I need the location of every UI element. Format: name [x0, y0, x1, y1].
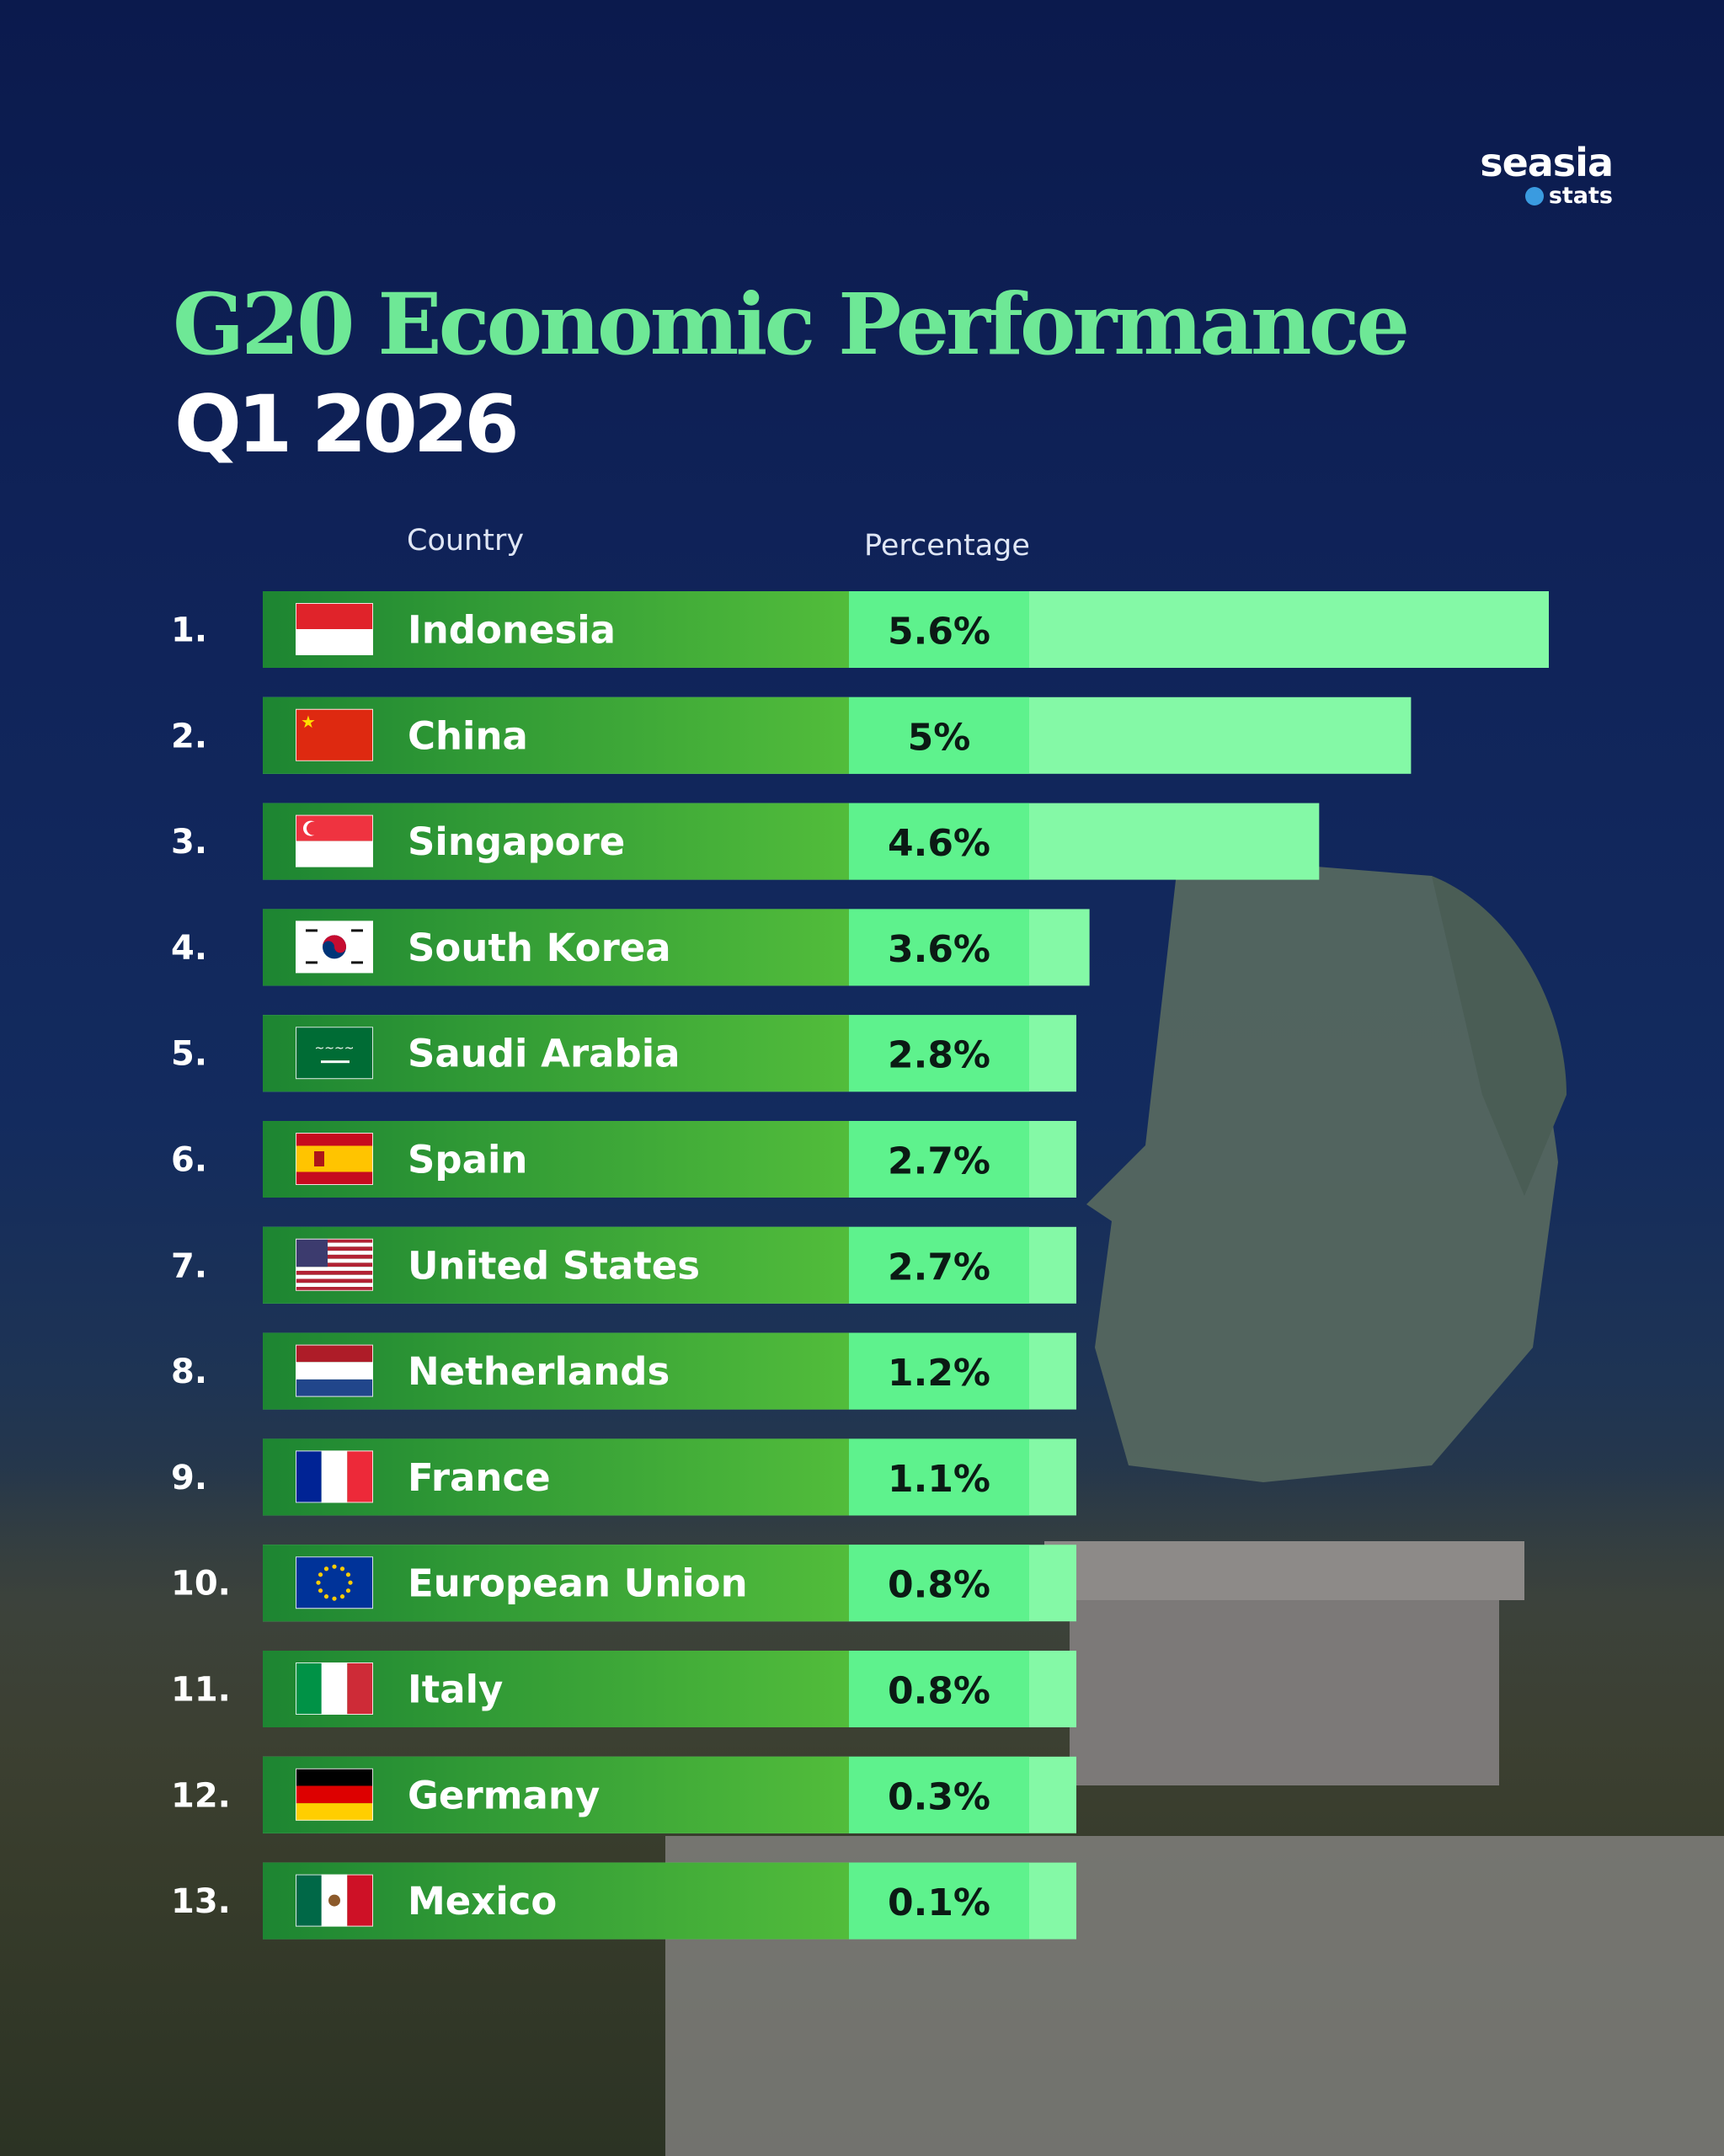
rank-label: 9.: [171, 1459, 207, 1497]
italy-flag-icon: [296, 1662, 373, 1715]
data-label: 4.6%: [888, 822, 990, 865]
data-label: 0.8%: [888, 1670, 990, 1713]
country-label: Germany: [408, 1773, 600, 1817]
china-flag-icon: ★: [296, 708, 373, 761]
svg-text:~~~~: ~~~~: [315, 1042, 355, 1055]
country-label: Indonesia: [408, 608, 616, 653]
data-label: 5.6%: [888, 611, 990, 654]
percentage-box: [849, 803, 1029, 880]
data-label: 1.1%: [888, 1458, 990, 1501]
rank-label: 2.: [171, 717, 207, 755]
brand-logo: seasia stats: [1480, 140, 1614, 209]
bar-row: 8. Netherlands 1.2%: [171, 1332, 1076, 1410]
percentage-box: [849, 591, 1029, 668]
percentage-box: [849, 1121, 1029, 1198]
european-union-flag-icon: [296, 1556, 373, 1609]
percentage-column-header: Percentage: [864, 529, 1030, 563]
country-column-header: Country: [407, 524, 525, 558]
rank-label: 10.: [171, 1565, 231, 1604]
bar-rows: 1. Indonesia 5.6% 2. ★ China 5% 3. Singapore 4.6%…: [171, 591, 1549, 1940]
data-label: 2.7%: [888, 1140, 990, 1183]
bar-row: 6. Spain 2.7%: [171, 1121, 1076, 1198]
percentage-box: [849, 1756, 1029, 1833]
bar-row: 13. Mexico 0.1%: [171, 1862, 1076, 1940]
statue-body: [1086, 830, 1558, 1482]
country-label: South Korea: [408, 926, 671, 970]
singapore-flag-icon: [296, 814, 373, 867]
country-label: China: [408, 713, 528, 758]
netherlands-flag-icon: [296, 1344, 373, 1397]
bar-row: 4. South Korea 3.6%: [171, 909, 1090, 986]
rank-label: 12.: [171, 1776, 231, 1815]
percentage-box: [849, 1015, 1029, 1092]
indonesia-flag-icon: [296, 603, 373, 655]
bar-row: 11. Italy 0.8%: [171, 1651, 1076, 1727]
percentage-box: [849, 1226, 1029, 1304]
spain-flag-icon: [296, 1133, 373, 1185]
france-flag-icon: [296, 1450, 373, 1503]
rank-label: 6.: [171, 1141, 207, 1180]
chart-title: G20 Economic Performance: [173, 275, 1410, 374]
logo-subline: stats: [1524, 183, 1613, 209]
rank-label: 11.: [171, 1671, 231, 1710]
country-label: Singapore: [408, 819, 625, 864]
percentage-box: [849, 1438, 1029, 1516]
rank-label: 13.: [171, 1882, 231, 1921]
saudi-arabia-flag-icon: ~~~~: [296, 1027, 373, 1080]
country-label: Netherlands: [408, 1349, 670, 1394]
statue-wing: [1432, 876, 1567, 1196]
rank-label: 1.: [171, 611, 207, 650]
logo-sub-text: stats: [1548, 183, 1613, 209]
logo-dot-icon: [1524, 187, 1544, 205]
bar-row: 7. United States 2.7%: [171, 1226, 1076, 1304]
data-label: 2.8%: [888, 1034, 990, 1077]
bar-row: 1. Indonesia 5.6%: [171, 591, 1549, 668]
bar-row: 5. ~~~~ Saudi Arabia 2.8%: [171, 1015, 1076, 1092]
percentage-box: [849, 1545, 1029, 1622]
data-label: 0.3%: [888, 1775, 990, 1818]
svg-text:★: ★: [301, 712, 316, 732]
data-label: 0.1%: [888, 1881, 990, 1924]
united-states-flag-icon: [296, 1238, 373, 1291]
germany-flag-icon: [296, 1768, 373, 1821]
bar-row: 3. Singapore 4.6%: [171, 803, 1320, 880]
tower-top: [1044, 1541, 1524, 1600]
country-label: Mexico: [408, 1879, 557, 1924]
rank-label: 5.: [171, 1035, 207, 1074]
data-label: 5%: [908, 716, 971, 759]
country-label: Saudi Arabia: [408, 1032, 681, 1076]
mexico-flag-icon: [296, 1874, 373, 1927]
bar-row: 2. ★ China 5%: [171, 696, 1412, 774]
percentage-box: [849, 909, 1029, 986]
percentage-box: [849, 1862, 1029, 1940]
bar-row: 10. European Union 0.8%: [171, 1545, 1076, 1622]
country-label: European Union: [408, 1561, 748, 1606]
data-label: 0.8%: [888, 1564, 990, 1607]
percentage-box: [849, 1651, 1029, 1727]
country-label: France: [408, 1455, 551, 1500]
percentage-box: [849, 1332, 1029, 1410]
percentage-box: [849, 696, 1029, 774]
logo-wordmark: seasia: [1480, 140, 1614, 185]
data-label: 2.7%: [888, 1246, 990, 1289]
rank-label: 4.: [171, 929, 207, 968]
data-label: 3.6%: [888, 928, 990, 971]
country-label: Spain: [408, 1138, 527, 1182]
rank-label: 7.: [171, 1246, 207, 1285]
tower-body: [1070, 1600, 1499, 1785]
country-label: United States: [408, 1243, 700, 1288]
south-korea-flag-icon: [296, 921, 373, 974]
rank-label: 8.: [171, 1353, 207, 1391]
bar-row: 9. France 1.1%: [171, 1438, 1076, 1516]
data-label: 1.2%: [888, 1352, 990, 1395]
chart-subtitle: Q1 2026: [174, 379, 520, 471]
country-label: Italy: [408, 1668, 503, 1712]
rank-label: 3.: [171, 823, 207, 862]
bar-row: 12. Germany 0.3%: [171, 1756, 1076, 1833]
statue-illustration: [665, 830, 1724, 2156]
